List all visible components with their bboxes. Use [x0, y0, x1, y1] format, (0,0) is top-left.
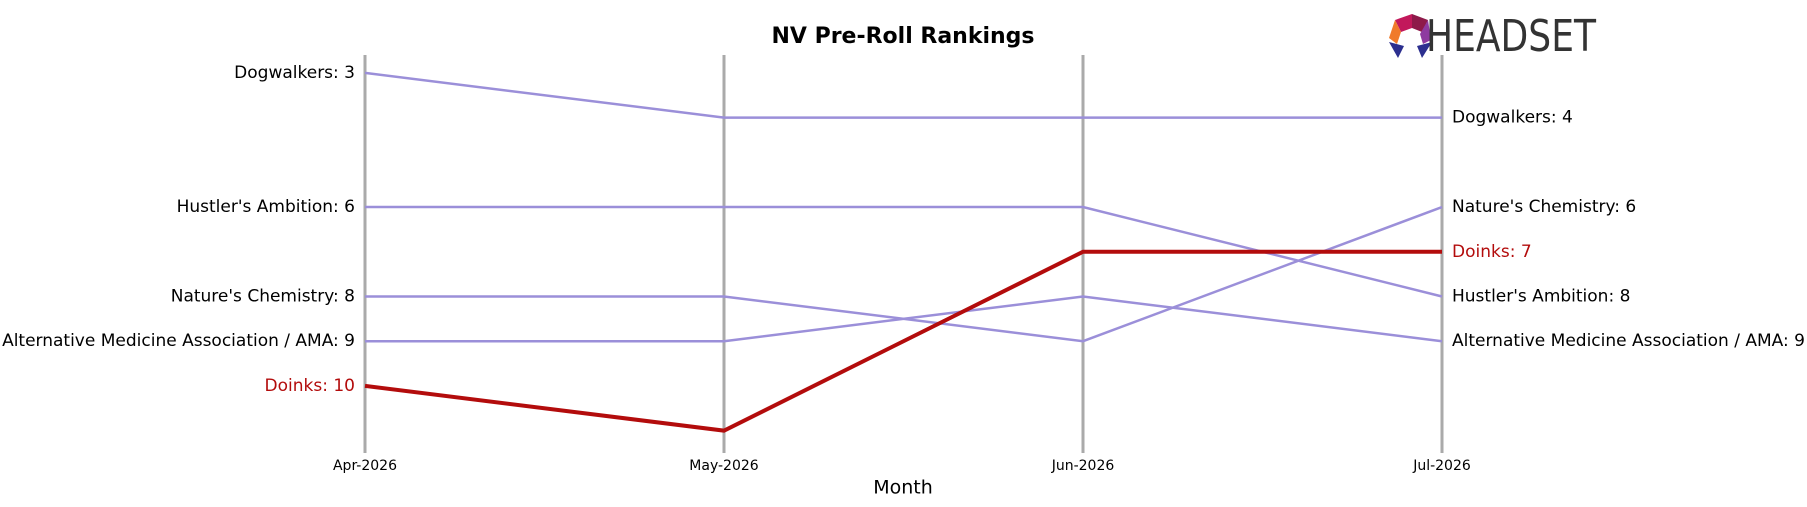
rank-line: [365, 295, 1443, 343]
x-axis-label: Month: [873, 477, 933, 499]
rank-line: [364, 71, 1442, 119]
rank-label: Alternative Medicine Association / AMA: …: [1452, 331, 1805, 351]
rank-line: [364, 249, 1442, 433]
rank-label: Alternative Medicine Association / AMA: …: [2, 331, 355, 351]
x-tick-label: Jul-2026: [1412, 458, 1471, 474]
rank-label: Hustler's Ambition: 8: [1452, 286, 1630, 306]
logo-mark: [1395, 14, 1412, 32]
logo-mark: [1389, 20, 1401, 44]
rank-label: Doinks: 7: [1452, 242, 1532, 262]
rank-label: Nature's Chemistry: 8: [171, 286, 355, 306]
logo-mark: [1389, 42, 1404, 58]
rank-label: Hustler's Ambition: 6: [177, 197, 355, 217]
rank-label: Dogwalkers: 3: [234, 63, 355, 83]
rank-label: Nature's Chemistry: 6: [1452, 197, 1636, 217]
rank-label: Dogwalkers: 4: [1452, 108, 1573, 128]
logo-text: HEADSET: [1426, 11, 1596, 62]
x-tick-label: Apr-2026: [333, 458, 397, 474]
x-tick-label: Jun-2026: [1051, 458, 1115, 474]
logo: HEADSET: [1389, 11, 1596, 62]
x-tick-label: May-2026: [689, 458, 758, 474]
logo-mark: [1420, 20, 1431, 44]
rank-label: Doinks: 10: [265, 376, 355, 396]
logo-mark: [1417, 42, 1432, 58]
chart-title: NV Pre-Roll Rankings: [771, 24, 1034, 49]
